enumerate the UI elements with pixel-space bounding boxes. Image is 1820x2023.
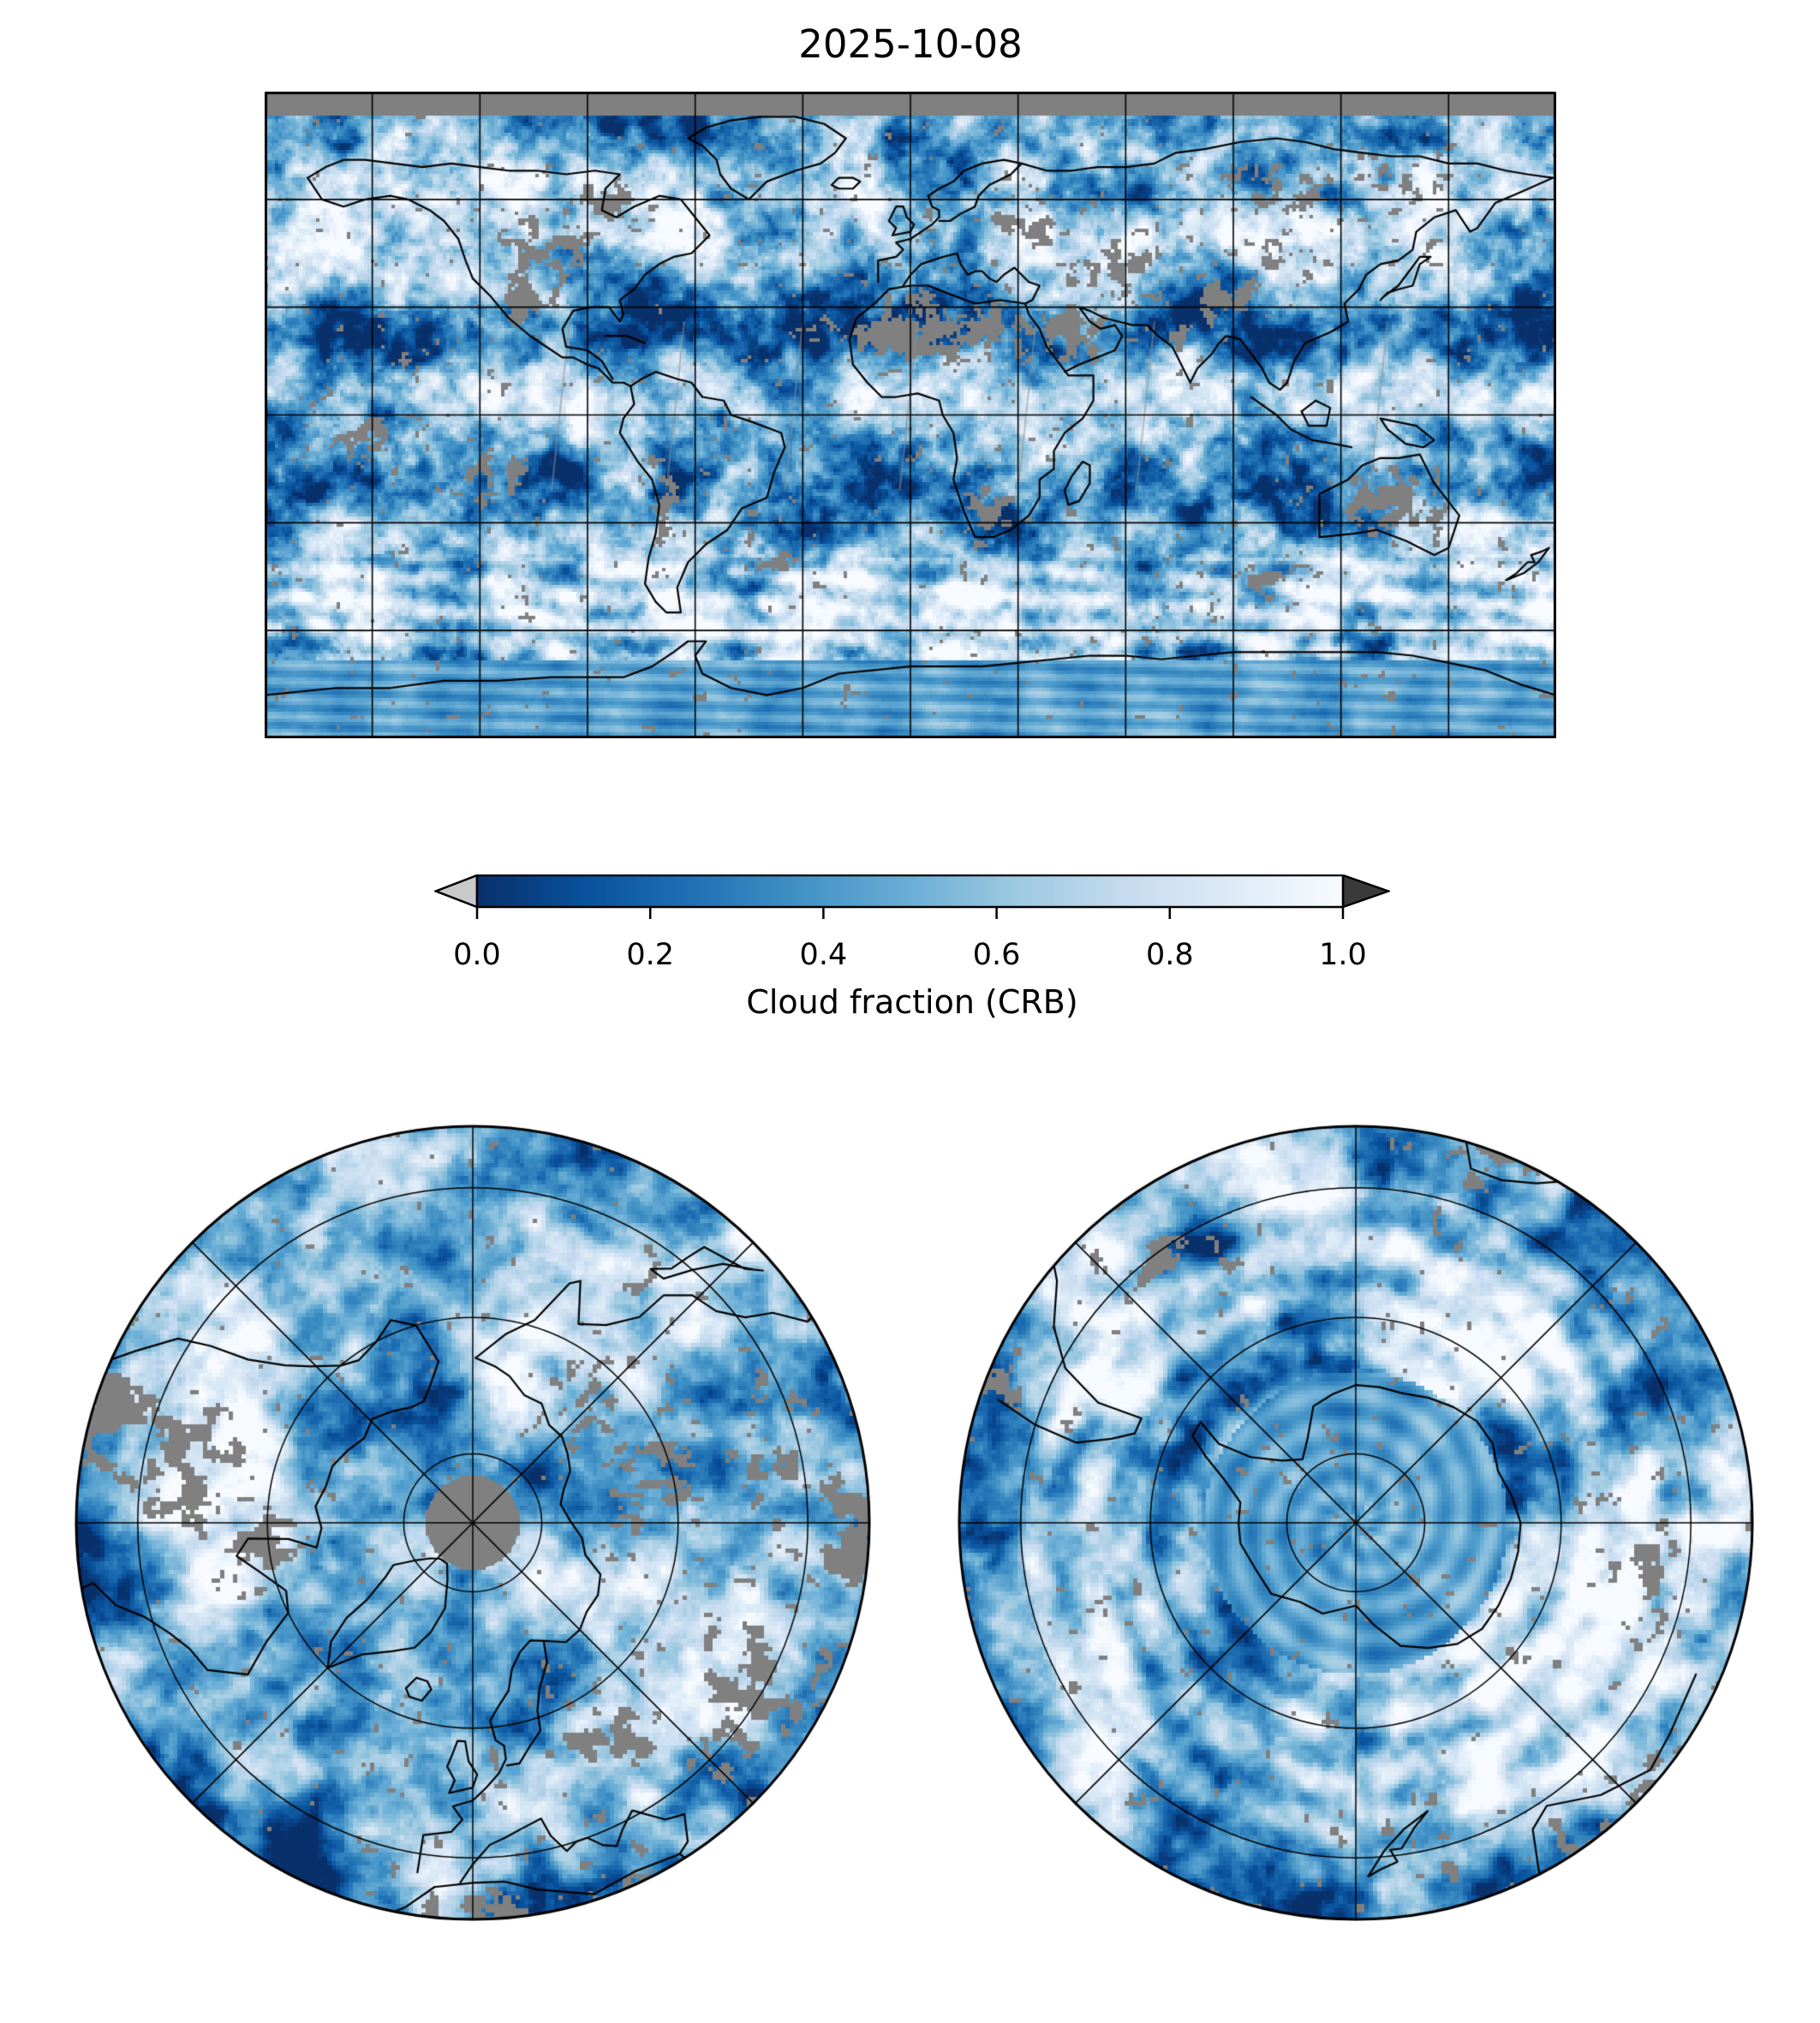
colorbar-tick-label: 0.2 (626, 938, 675, 972)
colorbar-tick-label: 1.0 (1319, 938, 1367, 972)
colorbar (434, 874, 1390, 919)
colorbar-under-arrow-icon (434, 874, 479, 909)
colorbar-ticks (475, 907, 1345, 919)
colorbar-gradient-bar (475, 874, 1345, 909)
global-cloud-map (265, 92, 1556, 738)
figure-title: 2025-10-08 (798, 21, 1023, 67)
colorbar-tick-labels: 0.0 0.2 0.4 0.6 0.8 1.0 (434, 938, 1390, 976)
arctic-polar-map (75, 1125, 871, 1921)
colorbar-tick-label: 0.6 (972, 938, 1021, 972)
colorbar-tick-label: 0.4 (799, 938, 848, 972)
colorbar-axis-label: Cloud fraction (CRB) (746, 983, 1078, 1021)
antarctic-polar-map (958, 1125, 1754, 1921)
colorbar-over-arrow-icon (1341, 874, 1390, 909)
colorbar-tick-label: 0.0 (453, 938, 501, 972)
colorbar-tick-label: 0.8 (1145, 938, 1194, 972)
